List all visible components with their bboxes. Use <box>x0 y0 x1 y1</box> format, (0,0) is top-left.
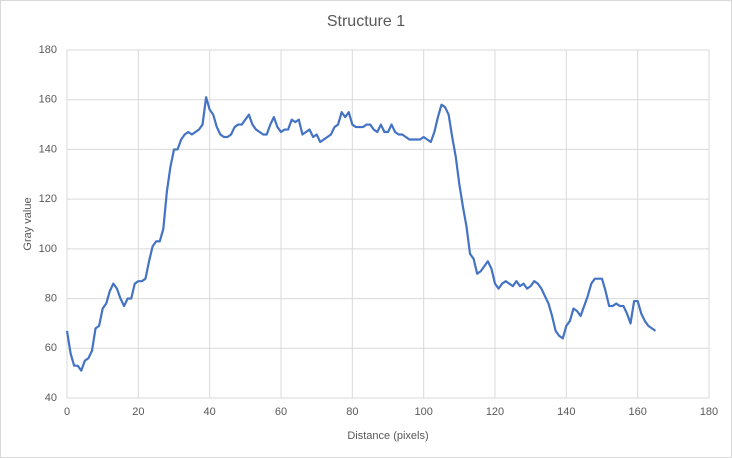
x-axis-label: Distance (pixels) <box>347 430 428 442</box>
y-tick-label: 160 <box>39 94 57 106</box>
x-tick-label: 120 <box>486 406 504 418</box>
y-tick-label: 100 <box>39 243 57 255</box>
data-line <box>65 96 657 372</box>
chart-title: Structure 1 <box>327 13 405 30</box>
y-tick-label: 180 <box>39 44 57 56</box>
x-tick-label: 0 <box>64 406 70 418</box>
x-tick-label: 20 <box>132 406 144 418</box>
x-tick-label: 180 <box>700 406 718 418</box>
y-tick-label: 40 <box>45 392 57 404</box>
y-tick-label: 60 <box>45 342 57 354</box>
y-tick-label: 120 <box>39 193 57 205</box>
x-tick-label: 100 <box>414 406 432 418</box>
x-tick-label: 60 <box>275 406 287 418</box>
x-tick-label: 160 <box>628 406 646 418</box>
y-tick-label: 80 <box>45 292 57 304</box>
x-tick-label: 80 <box>346 406 358 418</box>
x-tick-label: 140 <box>557 406 575 418</box>
y-tick-label: 140 <box>39 143 57 155</box>
x-tick-label: 40 <box>204 406 216 418</box>
y-axis-label: Gray value <box>22 197 34 250</box>
